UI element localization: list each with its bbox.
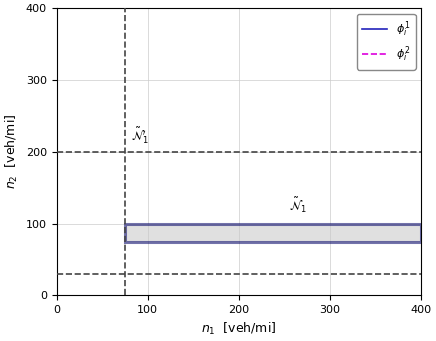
Legend: $\phi_i^1$, $\phi_i^2$: $\phi_i^1$, $\phi_i^2$ (357, 14, 416, 70)
Text: $\tilde{\mathcal{N}}_1$: $\tilde{\mathcal{N}}_1$ (289, 196, 307, 215)
Y-axis label: $n_2$  [veh/mi]: $n_2$ [veh/mi] (4, 114, 20, 190)
Bar (125, 224, 421, 241)
Text: $\tilde{\mathcal{N}}_1'$: $\tilde{\mathcal{N}}_1'$ (131, 125, 149, 146)
X-axis label: $n_1$  [veh/mi]: $n_1$ [veh/mi] (201, 321, 277, 337)
